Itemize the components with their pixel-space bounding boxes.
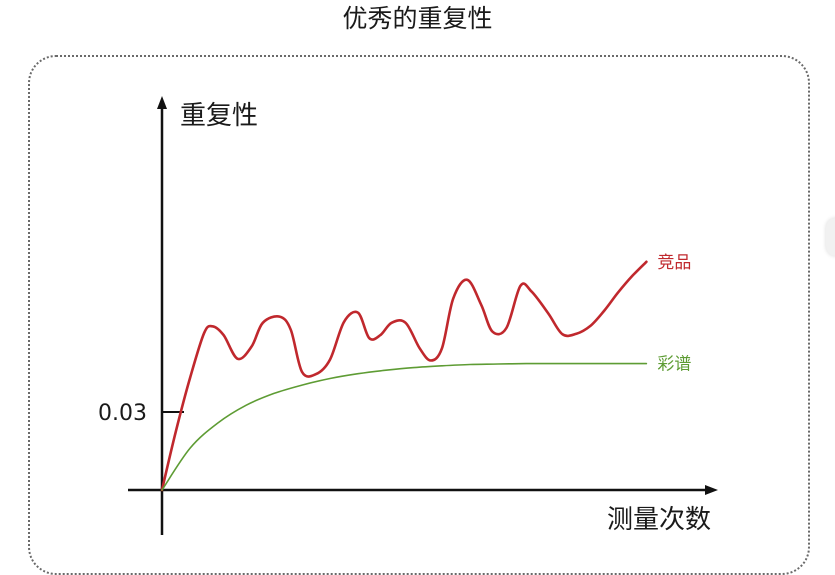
side-scroll-handle[interactable] [826,218,835,256]
y-axis-label: 重复性 [180,101,258,131]
page-title: 优秀的重复性 [342,4,493,33]
y-tick-label: 0.03 [98,401,147,426]
series-line-caipu [161,362,648,491]
series-label-competitor: 竞品 [657,253,691,273]
series-line-competitor [160,260,648,492]
x-axis-label: 测量次数 [607,505,711,535]
x-axis-arrowhead [705,485,718,495]
y-axis-arrowhead [157,96,167,109]
series-label-caipu: 彩谱 [657,355,691,375]
